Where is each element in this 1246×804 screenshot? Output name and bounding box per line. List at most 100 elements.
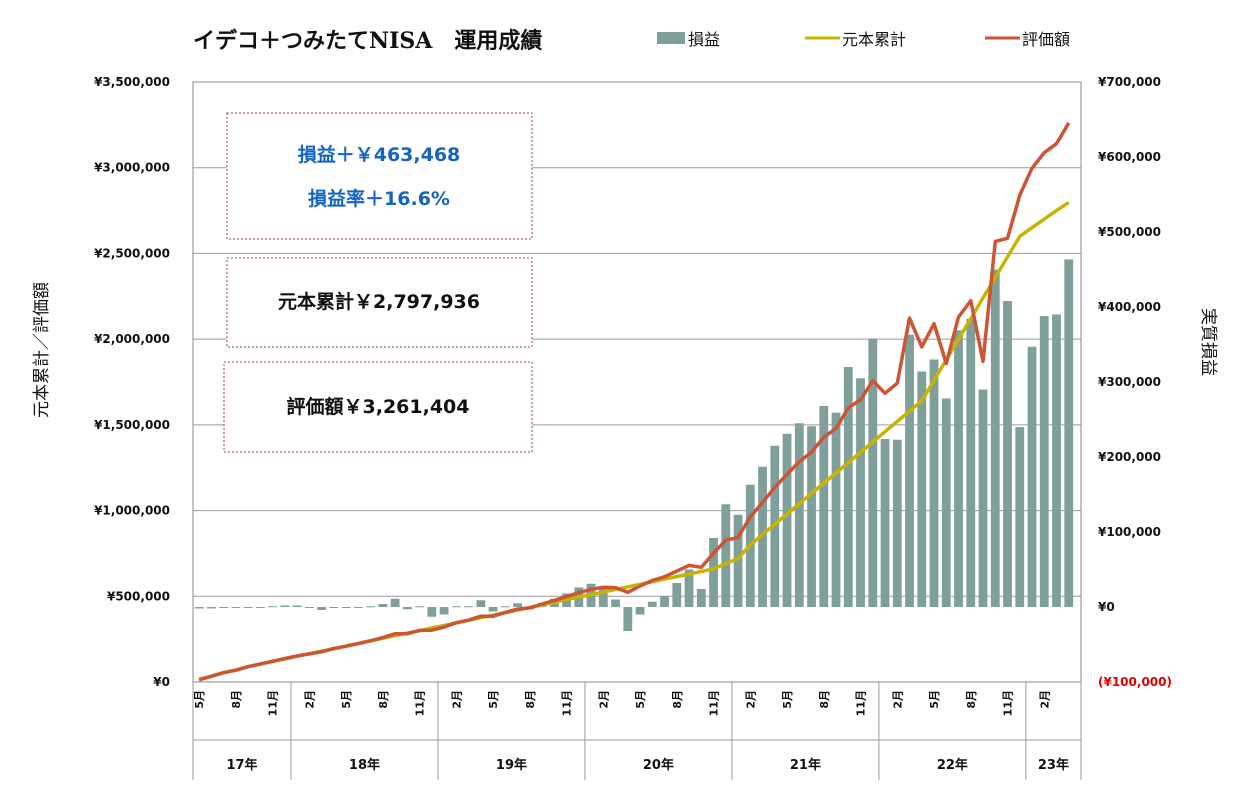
profit-bar [807,426,816,607]
x-year-label: 19年 [496,757,527,773]
x-month-label: 5月 [928,690,941,709]
x-month-label: 2月 [303,690,316,709]
profit-bar [917,371,927,607]
chart-title: イデコ＋つみたてNISA 運用成績 [193,28,542,54]
profit-bar [341,607,351,608]
profit-bar [941,398,951,607]
principal-value: 元本累計￥2,797,936 [278,290,480,313]
y-tick-right: ¥600,000 [1098,150,1161,164]
profit-bar [758,466,767,607]
profit-bar [696,589,706,607]
legend-label-principal: 元本累計 [842,30,906,49]
x-year-label: 23年 [1038,757,1069,773]
profit-bar [464,606,473,608]
profit-bar [831,412,841,607]
valuation-box-frame [223,361,533,453]
profit-bar [721,504,731,607]
x-month-label: 5月 [487,690,500,709]
y-tick-right: ¥200,000 [1098,450,1161,464]
x-month-label: 2月 [744,690,757,709]
profit-bar [966,319,976,607]
profit-bar [954,330,963,607]
profit-bar [378,604,388,607]
y-axis-left-title: 元本累計／評価額 [32,282,52,418]
profit-bar [255,607,265,608]
x-month-label: 8月 [671,690,684,709]
profit-bar [243,607,253,608]
x-month-label: 5月 [781,690,794,709]
x-month-label: 5月 [634,690,647,709]
x-year-label: 17年 [226,757,257,773]
x-month-label: 11月 [1002,690,1015,716]
profit-bar [782,433,792,607]
profit-bar [268,606,278,608]
profit-bar [304,607,314,608]
profit-bar [1003,301,1012,607]
y-tick-right: ¥400,000 [1098,300,1161,314]
profit-bar [929,359,939,607]
y-axis-right-title: 実質損益 [1198,308,1218,376]
profit-bar [684,569,694,607]
profit-bar [978,389,988,607]
y-tick-left: ¥2,000,000 [94,332,170,346]
y-tick-right: ¥100,000 [1098,525,1161,539]
legend-swatch-profit [657,32,685,44]
profit-bar [635,607,645,615]
profit-bar [488,607,498,612]
principal-box: 元本累計￥2,797,936 [226,257,533,348]
profit-bar [476,600,486,607]
profit-bar [660,596,669,607]
x-month-label: 11月 [561,690,574,716]
profit-bar [402,607,412,610]
profit-bar [317,607,327,610]
x-month-label: 2月 [891,690,904,709]
x-month-label: 11月 [855,690,868,716]
x-month-label: 2月 [1038,690,1051,709]
valuation-box: 評価額￥3,261,404 [223,361,533,453]
x-month-label: 2月 [450,690,463,709]
profit-bar [733,514,743,607]
profit-bar [451,606,461,608]
legend: 損益 元本累計 評価額 [657,30,1070,49]
profit-bar [843,367,853,607]
y-tick-left: ¥1,500,000 [94,418,170,432]
profit-bar [990,269,1000,607]
y-axis-left-ticks: ¥3,500,000 ¥3,000,000 ¥2,500,000 ¥2,000,000… [94,75,170,689]
x-month-label: 8月 [965,690,978,709]
x-month-label: 2月 [597,690,610,709]
x-month-label: 11月 [414,690,427,716]
x-year-label: 18年 [349,757,380,773]
y-tick-left: ¥2,500,000 [94,246,170,260]
x-year-label: 22年 [937,757,968,773]
profit-bar [513,603,522,607]
y-tick-right: ¥0 [1098,600,1115,614]
profit-bar [1027,346,1037,607]
x-month-label: 5月 [193,690,206,709]
profit-bar [672,583,682,607]
profit-rate: 損益率＋16.6% [308,187,450,210]
profit-bar [868,338,878,607]
profit-bar [1052,314,1061,607]
y-tick-left: ¥3,500,000 [94,75,170,89]
profit-bar [856,378,865,607]
profit-bar [292,605,302,607]
profit-bar [329,607,339,608]
y-tick-right: ¥500,000 [1098,225,1161,239]
profit-bar [819,406,829,607]
profit-value: 損益＋￥463,468 [298,143,461,166]
x-month-label: 5月 [340,690,353,709]
profit-bar [280,605,290,607]
y-tick-right: (¥100,000) [1098,675,1172,689]
profit-bar [905,334,914,607]
y-tick-right: ¥700,000 [1098,75,1161,89]
profit-bars [194,259,1074,631]
valuation-value: 評価額￥3,261,404 [287,395,470,418]
profit-bar [366,606,376,608]
y-tick-left: ¥1,000,000 [94,504,170,518]
profit-bar [439,607,449,615]
x-year-label: 20年 [643,757,674,773]
profit-bar [611,599,620,607]
profit-bar [623,607,633,631]
x-month-label: 8月 [377,690,390,709]
y-tick-right: ¥300,000 [1098,375,1161,389]
